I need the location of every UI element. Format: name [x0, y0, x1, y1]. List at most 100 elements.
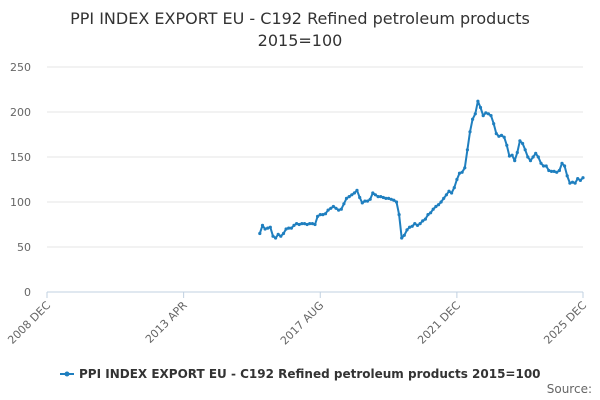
source-label[interactable]: Source: — [547, 382, 592, 396]
data-point[interactable] — [531, 155, 535, 159]
data-point[interactable] — [431, 207, 435, 211]
data-point[interactable] — [447, 189, 451, 193]
data-point[interactable] — [329, 206, 333, 210]
data-point[interactable] — [555, 170, 559, 174]
data-point[interactable] — [557, 168, 562, 173]
data-point[interactable] — [549, 169, 554, 173]
data-point[interactable] — [489, 114, 493, 118]
data-point[interactable] — [276, 232, 280, 236]
data-point[interactable] — [305, 222, 309, 227]
data-point[interactable] — [539, 161, 543, 165]
data-point[interactable] — [534, 151, 538, 155]
data-point[interactable] — [263, 227, 267, 231]
data-point[interactable] — [300, 222, 304, 226]
data-point[interactable] — [365, 199, 370, 203]
data-point[interactable] — [274, 236, 278, 240]
data-point[interactable] — [499, 133, 504, 137]
data-point[interactable] — [295, 222, 299, 226]
data-point[interactable] — [460, 170, 464, 174]
data-point[interactable] — [471, 117, 475, 121]
data-point[interactable] — [563, 164, 567, 168]
data-point[interactable] — [313, 222, 317, 227]
data-point[interactable] — [321, 213, 325, 217]
data-point[interactable] — [363, 199, 367, 203]
data-point[interactable] — [302, 222, 307, 226]
data-point[interactable] — [316, 214, 320, 218]
data-point[interactable] — [565, 174, 569, 178]
data-point[interactable] — [347, 195, 351, 199]
data-point[interactable] — [418, 222, 422, 226]
data-point[interactable] — [581, 176, 585, 180]
data-point[interactable] — [342, 202, 346, 206]
data-point[interactable] — [442, 196, 446, 200]
data-point[interactable] — [394, 200, 399, 204]
data-point[interactable] — [408, 225, 412, 229]
data-point[interactable] — [486, 112, 490, 116]
data-point[interactable] — [476, 99, 480, 103]
data-point[interactable] — [523, 148, 527, 152]
data-point[interactable] — [536, 155, 540, 159]
data-point[interactable] — [552, 169, 556, 173]
data-point[interactable] — [526, 155, 530, 159]
data-point[interactable] — [513, 159, 517, 163]
data-point[interactable] — [400, 236, 404, 240]
data-point[interactable] — [502, 135, 506, 139]
data-point[interactable] — [339, 207, 343, 211]
data-point[interactable] — [573, 181, 577, 185]
data-point[interactable] — [542, 164, 546, 168]
data-point[interactable] — [334, 206, 338, 210]
data-point[interactable] — [260, 223, 265, 227]
data-point[interactable] — [326, 208, 330, 212]
data-point[interactable] — [439, 200, 443, 204]
data-point[interactable] — [284, 227, 288, 231]
data-point[interactable] — [266, 226, 270, 230]
data-point[interactable] — [463, 166, 467, 170]
data-point[interactable] — [518, 139, 522, 143]
data-point[interactable] — [521, 141, 525, 146]
data-point[interactable] — [297, 222, 301, 227]
data-point[interactable] — [371, 191, 375, 195]
data-point[interactable] — [415, 223, 420, 227]
data-point[interactable] — [507, 154, 511, 158]
data-point[interactable] — [510, 153, 514, 157]
data-point[interactable] — [318, 213, 322, 217]
data-point[interactable] — [352, 191, 356, 195]
data-point[interactable] — [384, 196, 388, 200]
series-line[interactable] — [258, 100, 584, 239]
data-point[interactable] — [379, 195, 383, 199]
data-point[interactable] — [426, 213, 430, 217]
data-point[interactable] — [434, 204, 438, 209]
data-point[interactable] — [389, 197, 393, 201]
data-point[interactable] — [350, 193, 354, 197]
data-point[interactable] — [381, 195, 385, 200]
data-point[interactable] — [444, 193, 448, 197]
data-point[interactable] — [279, 234, 283, 238]
data-point[interactable] — [429, 211, 433, 215]
data-point[interactable] — [578, 178, 583, 182]
data-point[interactable] — [287, 226, 291, 230]
data-point[interactable] — [481, 114, 485, 118]
data-point[interactable] — [376, 195, 380, 199]
data-point[interactable] — [397, 213, 401, 217]
data-point[interactable] — [281, 231, 286, 236]
data-point[interactable] — [528, 159, 533, 163]
data-point[interactable] — [373, 193, 377, 197]
data-point[interactable] — [560, 161, 564, 165]
data-point[interactable] — [473, 112, 477, 116]
data-point[interactable] — [505, 143, 509, 147]
data-point[interactable] — [268, 225, 272, 229]
data-point[interactable] — [292, 223, 296, 227]
data-point[interactable] — [289, 226, 293, 230]
data-point[interactable] — [544, 164, 548, 168]
data-point[interactable] — [492, 122, 496, 126]
data-point[interactable] — [494, 132, 498, 136]
data-point[interactable] — [344, 196, 349, 200]
data-point[interactable] — [413, 222, 417, 226]
data-point[interactable] — [423, 217, 427, 221]
data-point[interactable] — [484, 111, 488, 115]
data-point[interactable] — [368, 197, 372, 201]
data-point[interactable] — [310, 222, 314, 226]
data-point[interactable] — [360, 201, 364, 205]
data-point[interactable] — [410, 224, 414, 228]
data-point[interactable] — [271, 234, 275, 238]
